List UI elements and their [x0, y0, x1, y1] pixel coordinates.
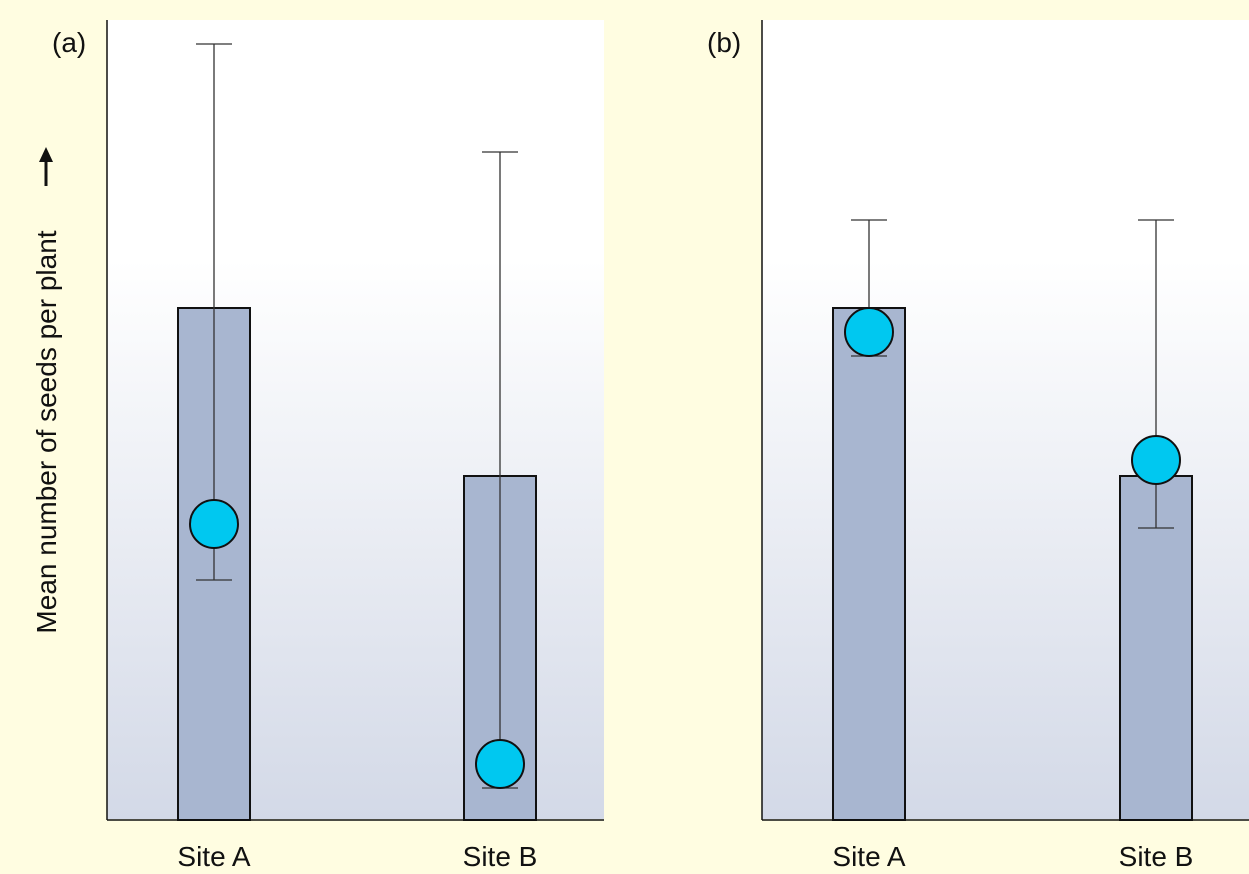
point-b-2	[1131, 435, 1181, 485]
bar-b-2	[1119, 475, 1193, 821]
panel-label-b: (b)	[707, 27, 741, 58]
x-tick-label-b-1: Site A	[832, 841, 905, 872]
error-bar-a-1	[196, 43, 232, 581]
point-a-2	[475, 739, 525, 789]
point-a-1	[189, 499, 239, 549]
y-axis-arrow	[39, 147, 53, 186]
point-b-1	[844, 307, 894, 357]
panel-label-a: (a)	[52, 27, 86, 58]
x-tick-label-b-2: Site B	[1119, 841, 1194, 872]
x-tick-label-a-2: Site B	[463, 841, 538, 872]
panel-b: (b) Site A Site B	[707, 20, 1249, 872]
y-axis-label: Mean number of seeds per plant	[31, 230, 62, 633]
bar-b-1	[832, 307, 906, 821]
x-tick-label-a-1: Site A	[177, 841, 250, 872]
panel-a: (a) Site A Site B	[52, 20, 604, 872]
